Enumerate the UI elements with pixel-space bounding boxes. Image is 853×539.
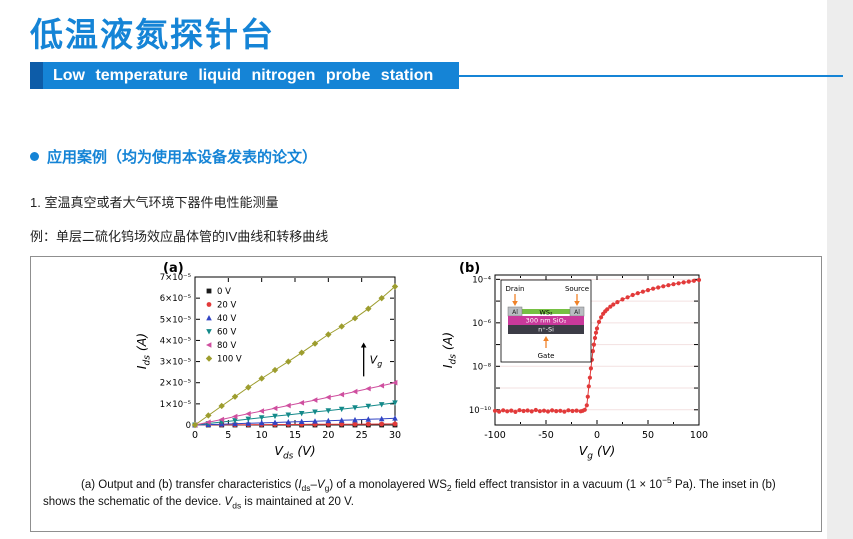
charts-row: (a) 0 1×10⁻⁵ 2×10⁻⁵ 3×10⁻⁵ 4×10⁻⁵ 5×10⁻⁵ 6×10⁻⁵…: [31, 257, 821, 466]
svg-text:0: 0: [594, 430, 600, 441]
svg-text:Gate: Gate: [538, 352, 555, 360]
svg-text:100 V: 100 V: [217, 355, 242, 365]
svg-text:-100: -100: [484, 430, 506, 441]
banner-accent-square: [30, 62, 43, 89]
svg-text:Al: Al: [512, 309, 518, 316]
svg-text:10⁻⁸: 10⁻⁸: [472, 362, 491, 372]
svg-text:300 nm SiO₂: 300 nm SiO₂: [526, 317, 567, 325]
svg-text:(a): (a): [163, 261, 184, 276]
svg-text:10: 10: [256, 430, 268, 441]
svg-text:25: 25: [356, 430, 368, 441]
svg-text:Drain: Drain: [506, 285, 525, 293]
svg-text:1×10⁻⁵: 1×10⁻⁵: [160, 400, 191, 410]
svg-text:10⁻⁴: 10⁻⁴: [472, 275, 491, 285]
bullet-icon: [30, 152, 39, 161]
svg-text:10⁻¹⁰: 10⁻¹⁰: [469, 406, 492, 416]
page-title: 低温液氮探针台: [30, 16, 275, 53]
svg-text:60 V: 60 V: [217, 328, 237, 338]
banner-subtitle: Low temperature liquid nitrogen probe st…: [43, 62, 460, 89]
svg-text:-50: -50: [538, 430, 554, 441]
svg-text:(b): (b): [459, 261, 480, 276]
svg-text:20: 20: [322, 430, 334, 441]
svg-text:20 V: 20 V: [217, 301, 237, 311]
figure-caption: (a) Output and (b) transfer characterist…: [43, 475, 776, 511]
svg-text:Ids (A): Ids (A): [440, 332, 459, 368]
subtitle-banner: Low temperature liquid nitrogen probe st…: [30, 62, 843, 89]
svg-text:7×10⁻⁵: 7×10⁻⁵: [160, 273, 191, 283]
svg-text:4×10⁻⁵: 4×10⁻⁵: [160, 336, 191, 346]
svg-text:40 V: 40 V: [217, 314, 237, 324]
svg-text:Al: Al: [574, 309, 580, 316]
svg-text:Vg (V): Vg (V): [579, 443, 616, 462]
section-heading: 应用案例（均为使用本设备发表的论文）: [30, 146, 317, 167]
svg-text:0 V: 0 V: [217, 287, 231, 297]
svg-text:6×10⁻⁵: 6×10⁻⁵: [160, 294, 191, 304]
banner-rule-line: [459, 74, 843, 77]
svg-text:WS₂: WS₂: [539, 309, 553, 317]
svg-text:0: 0: [186, 421, 191, 431]
svg-text:100: 100: [690, 430, 708, 441]
svg-text:5: 5: [225, 430, 231, 441]
svg-text:2×10⁻⁵: 2×10⁻⁵: [160, 379, 191, 389]
svg-text:0: 0: [192, 430, 198, 441]
svg-text:3×10⁻⁵: 3×10⁻⁵: [160, 358, 191, 368]
transfer-characteristics-chart: (b)10⁻⁴ 10⁻⁶ 10⁻⁸ 10⁻¹⁰ -100 -50 0 50 100 Vg (V) I…: [440, 261, 708, 462]
svg-text:15: 15: [289, 430, 301, 441]
output-characteristics-chart: (a) 0 1×10⁻⁵ 2×10⁻⁵ 3×10⁻⁵ 4×10⁻⁵ 5×10⁻⁵ 6×10⁻⁵…: [134, 261, 401, 462]
svg-text:Vg: Vg: [370, 353, 383, 368]
svg-text:n⁺-Si: n⁺-Si: [538, 326, 554, 334]
svg-text:10⁻⁶: 10⁻⁶: [472, 319, 491, 329]
example-line: 例：单层二硫化钨场效应晶体管的IV曲线和转移曲线: [30, 229, 329, 244]
figure-box: (a) 0 1×10⁻⁵ 2×10⁻⁵ 3×10⁻⁵ 4×10⁻⁵ 5×10⁻⁵ 6×10⁻⁵…: [30, 256, 822, 532]
svg-text:50: 50: [642, 430, 654, 441]
svg-text:5×10⁻⁵: 5×10⁻⁵: [160, 315, 191, 325]
svg-text:80 V: 80 V: [217, 341, 237, 351]
section-heading-text: 应用案例（均为使用本设备发表的论文）: [47, 149, 318, 166]
svg-text:30: 30: [389, 430, 401, 441]
svg-text:Vds (V): Vds (V): [274, 443, 315, 462]
svg-text:Ids (A): Ids (A): [134, 333, 153, 369]
application-item-1: 1. 室温真空或者大气环境下器件电性能测量: [30, 195, 279, 210]
page-right-margin: [827, 0, 853, 539]
svg-text:Source: Source: [565, 285, 589, 293]
